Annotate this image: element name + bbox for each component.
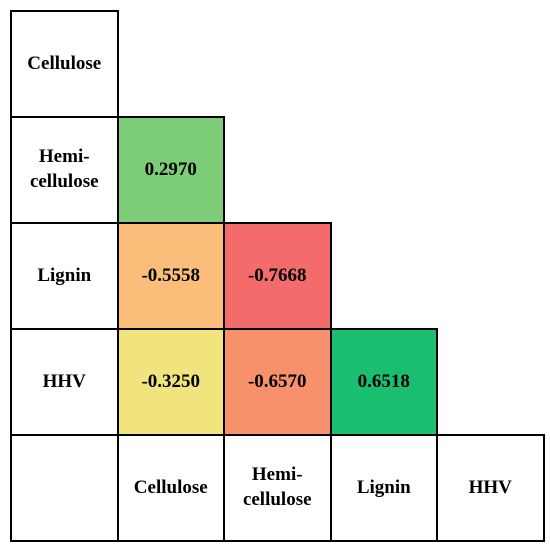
matrix-cell: 0.2970 bbox=[116, 116, 225, 224]
column-label: Cellulose bbox=[116, 434, 225, 542]
corner-cell bbox=[10, 434, 119, 542]
matrix-cell: -0.6570 bbox=[223, 328, 332, 436]
column-label: Lignin bbox=[329, 434, 438, 542]
row-label: HHV bbox=[10, 328, 119, 436]
column-label: Hemi- cellulose bbox=[223, 434, 332, 542]
matrix-cell: -0.3250 bbox=[116, 328, 225, 436]
row-label: Lignin bbox=[10, 222, 119, 330]
matrix-cell: -0.7668 bbox=[223, 222, 332, 330]
column-label: HHV bbox=[436, 434, 545, 542]
row-label: Cellulose bbox=[10, 10, 119, 118]
row-label: Hemi- cellulose bbox=[10, 116, 119, 224]
matrix-cell: 0.6518 bbox=[329, 328, 438, 436]
matrix-cell: -0.5558 bbox=[116, 222, 225, 330]
